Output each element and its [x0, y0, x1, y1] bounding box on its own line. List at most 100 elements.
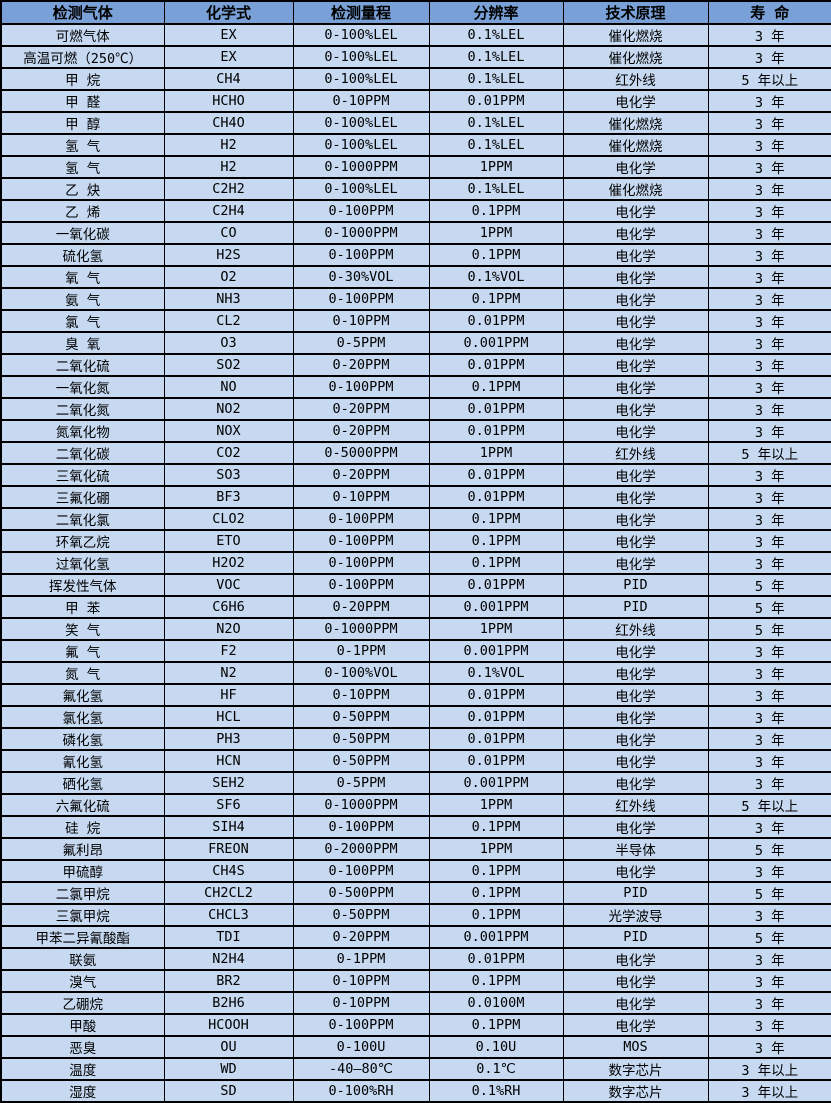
table-row: 甲 醇 CH4O 0-100%LEL 0.1%LEL 催化燃烧 3 年 [0, 111, 831, 135]
cell-range: 0-500PPM [292, 881, 430, 905]
cell-gas: 温度 [0, 1057, 165, 1081]
cell-range: 0-1000PPM [292, 617, 430, 641]
cell-life: 3 年 [707, 133, 831, 157]
cell-gas: 甲 醛 [0, 89, 165, 113]
cell-principle: 电化学 [562, 947, 709, 971]
table-row: 氮氧化物 NOX 0-20PPM 0.01PPM 电化学 3 年 [0, 419, 831, 443]
cell-range: 0-100%LEL [292, 133, 430, 157]
cell-life: 3 年 [707, 859, 831, 883]
cell-gas: 恶臭 [0, 1035, 165, 1059]
cell-life: 3 年 [707, 683, 831, 707]
cell-life: 5 年 [707, 573, 831, 597]
cell-life: 5 年以上 [707, 793, 831, 817]
cell-formula: HCL [163, 705, 294, 729]
table-row: 乙 炔 C2H2 0-100%LEL 0.1%LEL 催化燃烧 3 年 [0, 177, 831, 201]
cell-principle: 电化学 [562, 749, 709, 773]
cell-resolution: 0.1PPM [428, 881, 564, 905]
cell-formula: TDI [163, 925, 294, 949]
header-cell-life: 寿 命 [707, 0, 831, 25]
cell-range: 0-20PPM [292, 595, 430, 619]
cell-formula: FREON [163, 837, 294, 861]
cell-life: 3 年 [707, 331, 831, 355]
cell-life: 3 年 [707, 397, 831, 421]
cell-life: 3 年 [707, 23, 831, 47]
cell-range: 0-100%LEL [292, 111, 430, 135]
header-cell-principle: 技术原理 [562, 0, 709, 25]
cell-principle: MOS [562, 1035, 709, 1059]
cell-formula: SF6 [163, 793, 294, 817]
table-row: 三氧化硫 SO3 0-20PPM 0.01PPM 电化学 3 年 [0, 463, 831, 487]
cell-gas: 溴气 [0, 969, 165, 993]
cell-formula: C2H4 [163, 199, 294, 223]
cell-range: 0-100PPM [292, 243, 430, 267]
cell-gas: 六氟化硫 [0, 793, 165, 817]
table-row: 氮 气 N2 0-100%VOL 0.1%VOL 电化学 3 年 [0, 661, 831, 685]
cell-life: 3 年 [707, 287, 831, 311]
header-cell-formula: 化学式 [163, 0, 294, 25]
table-row: 溴气 BR2 0-10PPM 0.1PPM 电化学 3 年 [0, 969, 831, 993]
table-row: 一氧化氮 NO 0-100PPM 0.1PPM 电化学 3 年 [0, 375, 831, 399]
cell-life: 3 年 [707, 419, 831, 443]
cell-gas: 氯化氢 [0, 705, 165, 729]
cell-life: 5 年以上 [707, 441, 831, 465]
cell-gas: 氢 气 [0, 133, 165, 157]
cell-resolution: 0.1%LEL [428, 177, 564, 201]
cell-formula: CH2CL2 [163, 881, 294, 905]
cell-gas: 甲酸 [0, 1013, 165, 1037]
cell-resolution: 0.01PPM [428, 947, 564, 971]
cell-gas: 可燃气体 [0, 23, 165, 47]
table-row: 甲 烷 CH4 0-100%LEL 0.1%LEL 红外线 5 年以上 [0, 67, 831, 91]
cell-principle: PID [562, 573, 709, 597]
cell-life: 3 年 [707, 265, 831, 289]
cell-resolution: 0.1%RH [428, 1079, 564, 1103]
cell-resolution: 1PPM [428, 155, 564, 179]
cell-resolution: 0.01PPM [428, 705, 564, 729]
table-row: 氯化氢 HCL 0-50PPM 0.01PPM 电化学 3 年 [0, 705, 831, 729]
cell-life: 3 年 [707, 991, 831, 1015]
cell-resolution: 0.01PPM [428, 419, 564, 443]
cell-formula: HCHO [163, 89, 294, 113]
cell-formula: CLO2 [163, 507, 294, 531]
cell-range: 0-100%LEL [292, 67, 430, 91]
cell-principle: 电化学 [562, 243, 709, 267]
table-row: 甲酸 HCOOH 0-100PPM 0.1PPM 电化学 3 年 [0, 1013, 831, 1037]
cell-resolution: 1PPM [428, 441, 564, 465]
table-row: 二氧化碳 CO2 0-5000PPM 1PPM 红外线 5 年以上 [0, 441, 831, 465]
cell-formula: SO2 [163, 353, 294, 377]
cell-gas: 三氧化硫 [0, 463, 165, 487]
cell-gas: 过氧化氢 [0, 551, 165, 575]
cell-formula: H2 [163, 155, 294, 179]
cell-formula: H2 [163, 133, 294, 157]
cell-principle: PID [562, 925, 709, 949]
cell-gas: 磷化氢 [0, 727, 165, 751]
cell-resolution: 0.1%VOL [428, 265, 564, 289]
cell-formula: CH4O [163, 111, 294, 135]
cell-range: 0-100PPM [292, 859, 430, 883]
table-row: 氢 气 H2 0-1000PPM 1PPM 电化学 3 年 [0, 155, 831, 179]
cell-range: 0-20PPM [292, 463, 430, 487]
cell-range: 0-10PPM [292, 991, 430, 1015]
cell-life: 5 年 [707, 617, 831, 641]
cell-resolution: 0.1PPM [428, 243, 564, 267]
cell-life: 3 年 [707, 45, 831, 69]
cell-gas: 二氧化氮 [0, 397, 165, 421]
cell-formula: NO2 [163, 397, 294, 421]
header-cell-gas: 检测气体 [0, 0, 165, 25]
cell-principle: 电化学 [562, 815, 709, 839]
cell-range: 0-10PPM [292, 969, 430, 993]
cell-resolution: 0.1PPM [428, 507, 564, 531]
cell-life: 3 年 [707, 639, 831, 663]
cell-principle: 催化燃烧 [562, 133, 709, 157]
table-row: 温度 WD -40—80℃ 0.1℃ 数字芯片 3 年以上 [0, 1057, 831, 1081]
table-row: 甲 醛 HCHO 0-10PPM 0.01PPM 电化学 3 年 [0, 89, 831, 113]
table-row: 挥发性气体 VOC 0-100PPM 0.01PPM PID 5 年 [0, 573, 831, 597]
cell-range: 0-50PPM [292, 705, 430, 729]
cell-life: 5 年 [707, 837, 831, 861]
table-row: 二氧化硫 SO2 0-20PPM 0.01PPM 电化学 3 年 [0, 353, 831, 377]
cell-formula: PH3 [163, 727, 294, 751]
cell-gas: 甲 苯 [0, 595, 165, 619]
cell-range: 0-5PPM [292, 771, 430, 795]
cell-formula: CO [163, 221, 294, 245]
cell-principle: 电化学 [562, 331, 709, 355]
cell-principle: 电化学 [562, 419, 709, 443]
